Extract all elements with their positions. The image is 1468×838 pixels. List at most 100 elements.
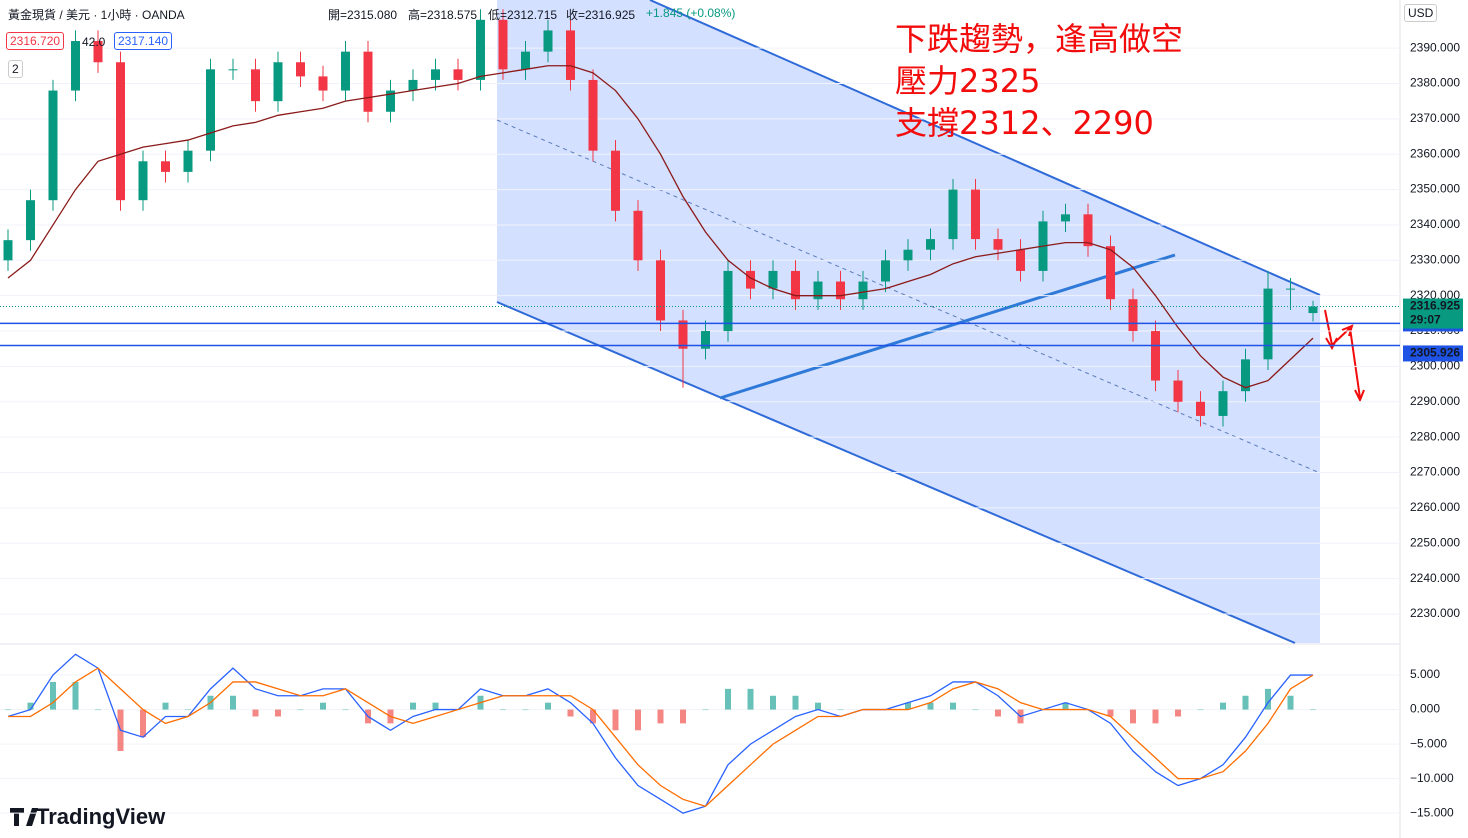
histogram-bar	[500, 709, 506, 711]
y-tick-label: 2300.000	[1410, 359, 1460, 373]
candle-body	[993, 239, 1003, 250]
histogram-bar	[1310, 709, 1316, 711]
candle-body	[791, 270, 800, 300]
y-tick-label: 2370.000	[1410, 111, 1460, 125]
candle-body	[1308, 306, 1318, 314]
histogram-bar	[657, 709, 664, 724]
sell-button[interactable]: 2316.720	[6, 32, 65, 50]
histogram-bar	[590, 709, 596, 724]
histogram-bar	[567, 709, 574, 717]
candle-body	[206, 69, 215, 151]
channel-mid	[496, 119, 1321, 474]
level-label: 2305.926	[1410, 346, 1460, 360]
candle-body	[26, 200, 35, 241]
y-tick-label: 2280.000	[1410, 429, 1460, 443]
histogram-bar	[1220, 702, 1226, 710]
y-tick-label: 2330.000	[1410, 252, 1460, 266]
histogram-bar	[1242, 695, 1249, 710]
histogram-bar	[252, 709, 259, 717]
annotation: 支撐2312、2290	[895, 104, 1154, 142]
y-tick-label: 2270.000	[1410, 465, 1460, 479]
candle-body	[1286, 288, 1295, 290]
candle-body	[1173, 380, 1183, 402]
ohlc-close: 收=2316.925	[566, 8, 636, 22]
y-tick-label: 5.000	[1410, 667, 1440, 681]
histogram-bar	[1287, 695, 1294, 710]
candle-body	[228, 69, 238, 71]
histogram-bar	[770, 695, 776, 710]
candle-body	[948, 189, 958, 240]
y-tick-label: 2230.000	[1410, 606, 1460, 620]
y-tick-label: 2350.000	[1410, 182, 1460, 196]
candle-body	[633, 210, 643, 261]
line	[7, 65, 1314, 389]
histogram-bar	[1062, 702, 1069, 710]
ohlc-open: 開=2315.080	[328, 8, 398, 22]
candle-body	[251, 69, 260, 102]
histogram-bar	[230, 695, 236, 710]
indicator-toggle[interactable]: 2	[8, 60, 23, 78]
annotation: 下跌趨勢，逢高做空	[895, 20, 1184, 58]
histogram-bar	[1107, 709, 1114, 717]
histogram-bar	[747, 688, 754, 710]
candle-body	[1218, 391, 1228, 416]
histogram-bar	[410, 702, 416, 710]
candle-body	[1083, 214, 1093, 247]
buy-button[interactable]: 2317.140	[114, 32, 173, 50]
arrow	[1324, 309, 1365, 403]
histogram-bar	[815, 702, 821, 710]
histogram-bar	[545, 702, 551, 710]
candle-body	[903, 249, 913, 261]
candle-body	[566, 30, 575, 80]
candle-body	[318, 76, 328, 91]
y-tick-label: 0.000	[1410, 702, 1440, 716]
histogram-bar	[927, 702, 934, 710]
histogram-bar	[27, 702, 34, 710]
candle-body	[386, 90, 395, 112]
candle-body	[836, 281, 845, 300]
histogram-bar	[72, 681, 79, 710]
candle-body	[881, 260, 890, 282]
candle-body	[813, 281, 823, 300]
candle-body	[71, 41, 80, 91]
y-tick-label: 2290.000	[1410, 394, 1460, 408]
candle-body	[1151, 331, 1160, 381]
candle-body	[341, 51, 350, 91]
candle-body	[273, 62, 283, 102]
histogram-bar	[1265, 688, 1271, 710]
y-tick-label: 2250.000	[1410, 535, 1460, 549]
candle-body	[363, 51, 373, 112]
histogram-bar	[680, 709, 686, 724]
candle-body	[1106, 246, 1115, 300]
histogram-bar	[432, 702, 439, 710]
line	[7, 653, 1313, 814]
level-tag	[1403, 345, 1463, 362]
histogram-bar	[995, 709, 1001, 717]
candle-body	[431, 69, 440, 80]
candle-body	[701, 331, 710, 349]
candle-body	[723, 270, 733, 332]
currency[interactable]: USD	[1404, 4, 1438, 22]
symbol: 黃金現貨 / 美元 · 1小時 · OANDA	[8, 8, 185, 22]
candle-body	[1061, 214, 1070, 222]
logo-mark	[10, 808, 38, 826]
histogram-bar	[275, 709, 281, 717]
y-tick-label: 2240.000	[1410, 571, 1460, 585]
candle-body	[138, 161, 148, 201]
histogram-bar	[320, 702, 326, 710]
candle-body	[93, 41, 103, 63]
candle-body	[746, 270, 755, 289]
candle-body	[3, 240, 13, 261]
candle-body	[183, 150, 193, 172]
candle-body	[1016, 249, 1025, 271]
candle-body	[656, 260, 665, 321]
candle-body	[1241, 359, 1250, 392]
histogram-bar	[950, 702, 956, 710]
candle-body	[296, 62, 305, 77]
histogram-bar	[297, 709, 304, 711]
candle-body	[971, 189, 980, 240]
trend-line	[719, 253, 1176, 400]
candle-body	[858, 281, 868, 300]
candle-body	[453, 69, 463, 80]
